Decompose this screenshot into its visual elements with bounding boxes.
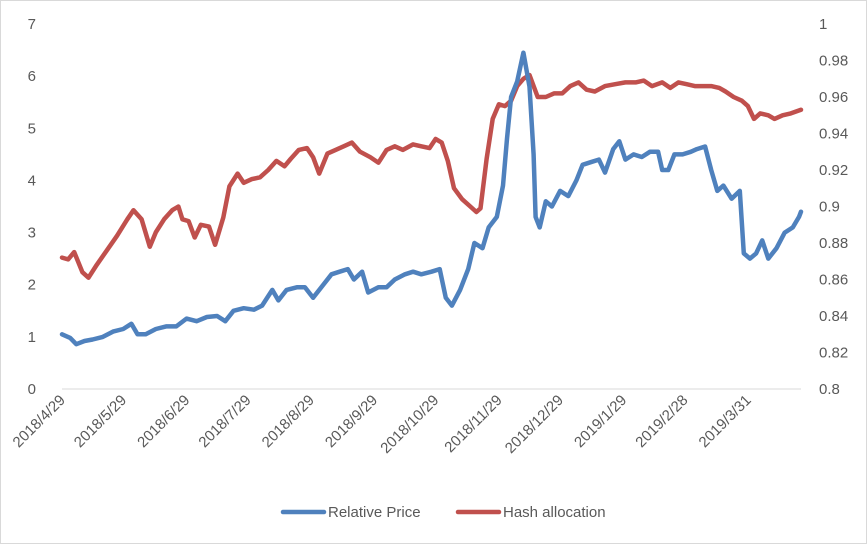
left-y-tick-label: 7 — [28, 16, 36, 33]
right-y-tick-label: 0.88 — [819, 235, 848, 252]
x-tick-label: 2018/9/29 — [322, 392, 381, 451]
x-tick-label: 2018/4/29 — [10, 392, 69, 451]
x-axis: 2018/4/29 2018/5/29 2018/6/29 2018/7/29 2018… — [10, 388, 801, 457]
right-y-tick-label: 0.98 — [819, 53, 848, 70]
right-y-tick-label: 0.94 — [819, 126, 848, 143]
x-tick-label: 2019/1/29 — [571, 392, 630, 451]
right-y-tick-label: 0.86 — [819, 272, 848, 289]
right-y-tick-label: 0.82 — [819, 345, 848, 362]
left-y-tick-label: 5 — [28, 120, 36, 137]
legend: Relative Price Hash allocation — [280, 504, 606, 521]
left-y-tick-label: 6 — [28, 68, 36, 85]
x-tick-label: 2018/5/29 — [71, 392, 130, 451]
right-y-axis: 0.8 0.82 0.84 0.86 0.88 0.9 0.92 0.94 0.96 0.98 1 — [819, 16, 848, 398]
left-y-tick-label: 1 — [28, 329, 36, 346]
left-y-tick-label: 4 — [28, 172, 36, 189]
x-tick-label: 2019/3/31 — [696, 392, 755, 451]
x-tick-label: 2018/10/29 — [377, 392, 442, 457]
series-lines — [59, 50, 804, 347]
left-y-axis: 0 1 2 3 4 5 6 7 — [28, 16, 36, 398]
left-y-tick-label: 3 — [28, 225, 36, 242]
legend-label-hash-allocation: Hash allocation — [503, 504, 606, 521]
x-tick-label: 2018/6/29 — [134, 392, 193, 451]
x-tick-label: 2018/7/29 — [195, 392, 254, 451]
right-y-tick-label: 0.8 — [819, 381, 840, 398]
x-tick-label: 2019/2/28 — [632, 392, 691, 451]
series-line-hash-allocation — [59, 72, 804, 280]
right-y-tick-label: 0.9 — [819, 199, 840, 216]
left-y-tick-label: 2 — [28, 277, 36, 294]
x-tick-label: 2018/11/29 — [441, 392, 505, 456]
right-y-tick-label: 1 — [819, 16, 827, 33]
right-y-tick-label: 0.84 — [819, 308, 848, 325]
left-y-tick-label: 0 — [28, 381, 36, 398]
x-tick-label: 2018/8/29 — [259, 392, 318, 451]
right-y-tick-label: 0.92 — [819, 162, 848, 179]
right-y-tick-label: 0.96 — [819, 89, 848, 106]
legend-label-relative-price: Relative Price — [328, 504, 421, 521]
series-line-relative-price — [59, 50, 804, 347]
x-tick-label: 2018/12/29 — [502, 392, 567, 457]
